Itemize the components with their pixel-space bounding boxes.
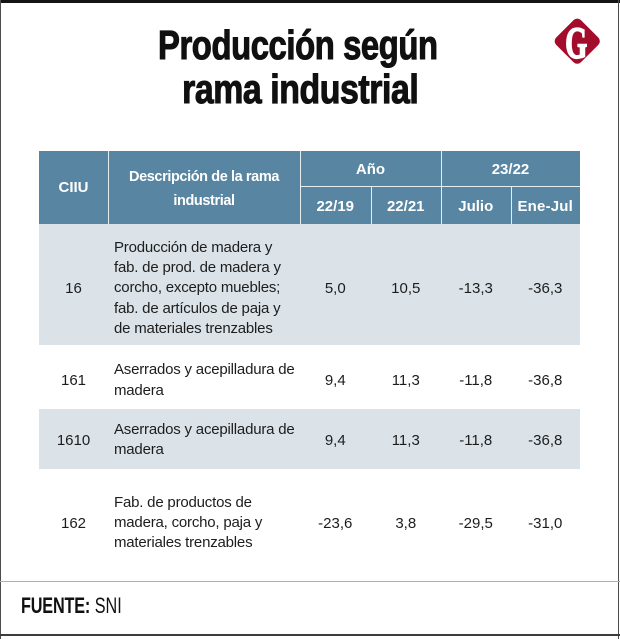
svg-text:G: G — [565, 19, 587, 68]
